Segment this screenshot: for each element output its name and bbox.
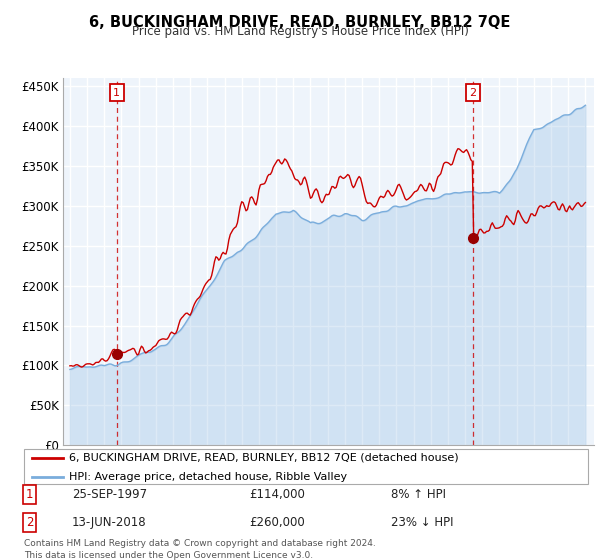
Text: £114,000: £114,000 [250,488,305,501]
Text: 13-JUN-2018: 13-JUN-2018 [72,516,146,529]
Text: 2: 2 [26,516,34,529]
Text: 8% ↑ HPI: 8% ↑ HPI [391,488,446,501]
Text: 23% ↓ HPI: 23% ↓ HPI [391,516,453,529]
Text: 1: 1 [26,488,34,501]
Text: HPI: Average price, detached house, Ribble Valley: HPI: Average price, detached house, Ribb… [69,472,347,482]
Text: Contains HM Land Registry data © Crown copyright and database right 2024.
This d: Contains HM Land Registry data © Crown c… [24,539,376,559]
Text: 25-SEP-1997: 25-SEP-1997 [72,488,147,501]
Text: £260,000: £260,000 [250,516,305,529]
Text: Price paid vs. HM Land Registry's House Price Index (HPI): Price paid vs. HM Land Registry's House … [131,25,469,38]
Text: 2: 2 [469,88,476,98]
Text: 1: 1 [113,88,120,98]
Text: 6, BUCKINGHAM DRIVE, READ, BURNLEY, BB12 7QE (detached house): 6, BUCKINGHAM DRIVE, READ, BURNLEY, BB12… [69,453,459,463]
FancyBboxPatch shape [24,449,588,484]
Text: 6, BUCKINGHAM DRIVE, READ, BURNLEY, BB12 7QE: 6, BUCKINGHAM DRIVE, READ, BURNLEY, BB12… [89,15,511,30]
